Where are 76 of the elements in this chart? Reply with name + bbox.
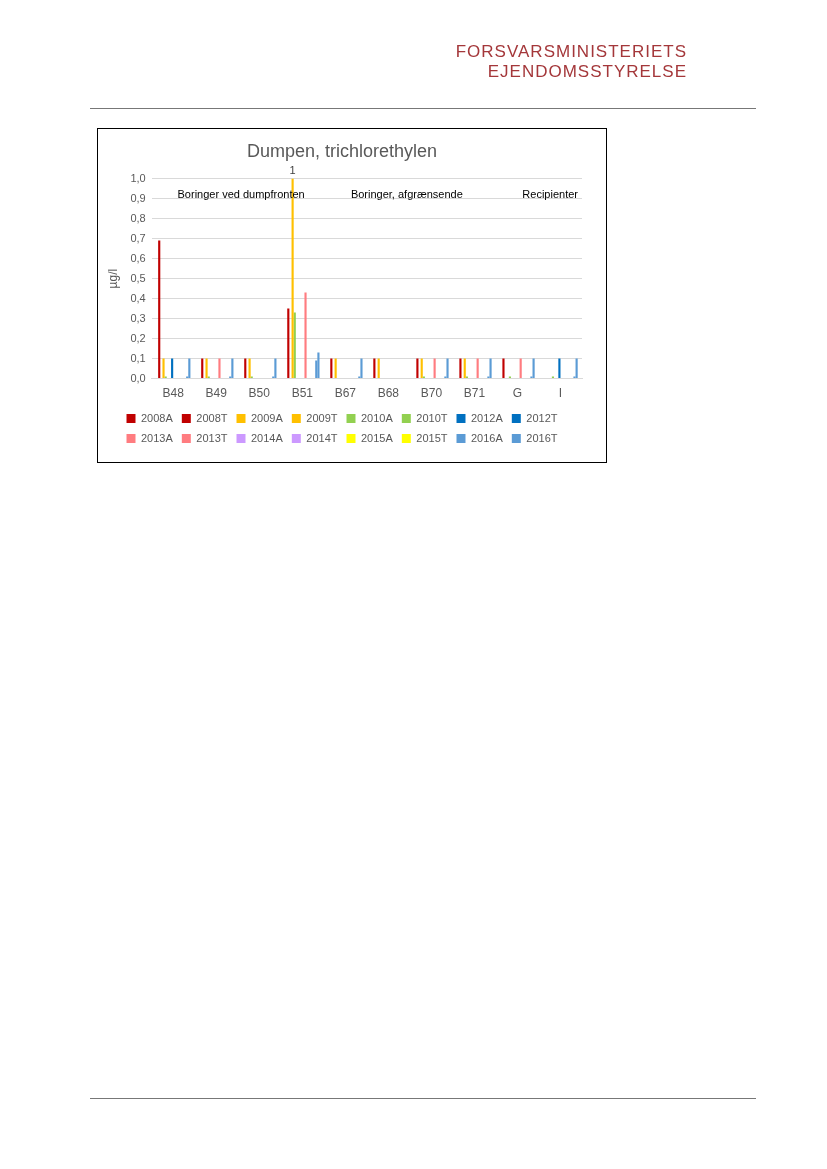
bar (274, 358, 277, 379)
legend-label: 2010T (416, 411, 448, 424)
bar (373, 358, 376, 379)
bar (171, 358, 174, 379)
y-tick-label: 0,2 (130, 331, 146, 344)
legend-label: 2016T (526, 431, 558, 444)
legend-label: 2014T (306, 431, 338, 444)
bar (304, 292, 307, 379)
y-axis-title: µg/l (105, 268, 120, 289)
bar (476, 358, 479, 379)
bar (420, 358, 423, 379)
x-tick-label: B68 (377, 386, 400, 401)
bar (519, 358, 522, 379)
x-tick-label: B48 (162, 386, 185, 401)
bar (293, 312, 296, 379)
legend-label: 2013T (196, 431, 228, 444)
y-tick-label: 0,8 (130, 211, 146, 224)
y-tick-label: 0,4 (130, 291, 146, 304)
bar (205, 358, 208, 379)
legend-label: 2013A (141, 431, 174, 444)
legend-label: 2014A (251, 431, 284, 444)
bar (502, 358, 505, 379)
bar (575, 358, 578, 379)
y-tick-label: 0,1 (130, 351, 146, 364)
x-tick-label: B71 (463, 386, 486, 401)
legend-label: 2009A (251, 411, 284, 424)
bar (360, 358, 363, 379)
y-tick-label: 1,0 (130, 171, 146, 184)
bar (532, 358, 535, 379)
bar (433, 358, 436, 379)
bar (489, 358, 492, 379)
x-tick-label: B70 (420, 386, 443, 401)
legend-label: 2008T (196, 411, 228, 424)
bar (459, 358, 462, 379)
annotation: Recipienter (522, 187, 579, 200)
bar (377, 358, 380, 379)
chart-title: Dumpen, trichlorethylen (246, 140, 438, 161)
legend-label: 2016A (471, 431, 504, 444)
bar (158, 240, 161, 379)
bar (201, 358, 204, 379)
x-tick-label: G (512, 386, 523, 401)
y-tick-label: 0,6 (130, 251, 146, 264)
bar (334, 358, 337, 379)
x-tick-label: B50 (248, 386, 271, 401)
bar (162, 358, 165, 379)
bar (231, 358, 234, 379)
bar (317, 352, 320, 379)
y-tick-label: 0,0 (130, 371, 146, 384)
legend-label: 2012T (526, 411, 558, 424)
x-tick-label: B49 (205, 386, 228, 401)
legend-label: 2009T (306, 411, 338, 424)
x-tick-label: B51 (291, 386, 314, 401)
annotation: Boringer, afgrænsende (350, 187, 463, 200)
data-label: 1 (289, 164, 296, 177)
y-tick-label: 0,7 (130, 231, 146, 244)
bar (463, 358, 466, 379)
bar (416, 358, 419, 379)
legend-label: 2012A (471, 411, 504, 424)
x-tick-label: B67 (334, 386, 357, 401)
bar (287, 308, 290, 379)
bar (188, 358, 191, 379)
legend-label: 2008A (141, 411, 174, 424)
y-tick-label: 0,3 (130, 311, 146, 324)
x-tick-label: I (558, 386, 563, 401)
bar (244, 358, 247, 379)
bar (218, 358, 221, 379)
bar (446, 358, 449, 379)
legend-label: 2015A (361, 431, 394, 444)
y-tick-label: 0,9 (130, 191, 146, 204)
y-tick-label: 0,5 (130, 271, 146, 284)
bar (330, 358, 333, 379)
bar (248, 358, 251, 379)
bar (558, 358, 561, 379)
legend-label: 2010A (361, 411, 394, 424)
legend-label: 2015T (416, 431, 448, 444)
text: FORSVARSMINISTERIETS EJENDOMSSTYRELSE (454, 42, 687, 82)
